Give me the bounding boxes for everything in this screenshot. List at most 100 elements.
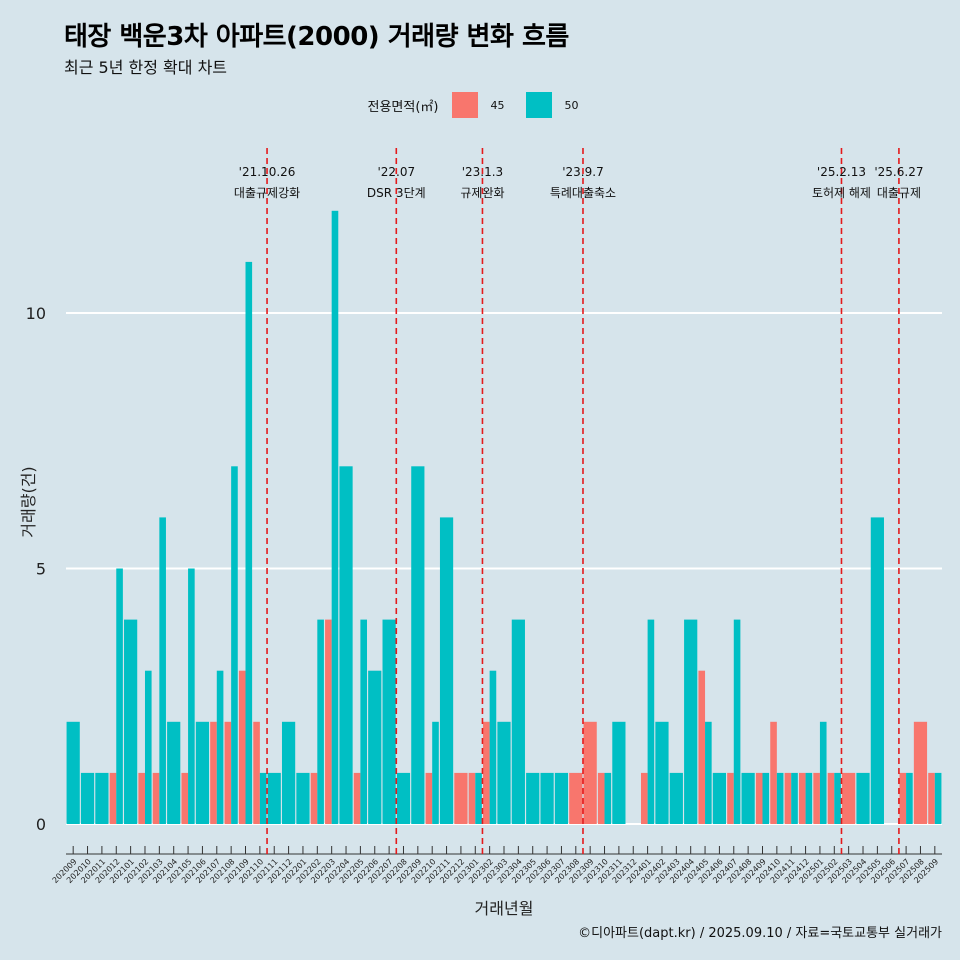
bar-50 xyxy=(124,619,138,824)
bar-50 xyxy=(741,772,755,824)
bar-45 xyxy=(755,772,763,824)
bar-45 xyxy=(813,772,820,824)
bar-50 xyxy=(245,261,253,824)
y-tick-label: 0 xyxy=(36,815,46,834)
bar-50 xyxy=(856,772,870,824)
bar-50 xyxy=(906,772,913,824)
event-label: 특례대출축소 xyxy=(550,186,616,200)
bar-50 xyxy=(296,772,310,824)
bar-50 xyxy=(331,210,339,825)
bar-50 xyxy=(554,772,569,824)
bar-45 xyxy=(253,721,260,824)
bar-45 xyxy=(569,772,583,824)
bar-45 xyxy=(698,670,706,824)
bar-50 xyxy=(762,772,770,824)
bar-50 xyxy=(159,517,166,824)
bar-50 xyxy=(144,670,152,824)
bar-50 xyxy=(267,772,281,824)
bar-45 xyxy=(770,721,777,824)
bar-45 xyxy=(310,772,318,824)
legend-label-45: 45 xyxy=(490,98,505,112)
bar-50 xyxy=(612,721,626,824)
bar-45 xyxy=(913,721,928,824)
bar-50 xyxy=(317,619,324,824)
bar-50 xyxy=(259,772,267,824)
event-date: '22.07 xyxy=(377,165,415,179)
bar-50 xyxy=(80,772,95,824)
event-date: '21.10.26 xyxy=(239,165,296,179)
bar-50 xyxy=(116,568,123,824)
bar-50 xyxy=(705,721,712,824)
event-date: '23.9.7 xyxy=(562,165,603,179)
y-tick-label: 10 xyxy=(26,304,46,323)
event-label: 규제완화 xyxy=(460,186,504,200)
bar-45 xyxy=(784,772,792,824)
bar-50 xyxy=(66,721,80,824)
bar-50 xyxy=(439,517,454,824)
bar-45 xyxy=(210,721,217,824)
bar-45 xyxy=(325,619,332,824)
bar-50 xyxy=(511,619,525,824)
event-date: '25.2.13 xyxy=(817,165,866,179)
bar-50 xyxy=(360,619,367,824)
bar-50 xyxy=(195,721,210,824)
event-label: DSR 3단계 xyxy=(367,186,426,200)
bar-50 xyxy=(834,772,841,824)
bar-45 xyxy=(152,772,160,824)
bar-50 xyxy=(339,466,353,824)
bar-50 xyxy=(216,670,224,824)
chart-title: 태장 백운3차 아파트(2000) 거래량 변화 흐름 xyxy=(64,22,569,52)
chart-subtitle: 최근 5년 한정 확대 차트 xyxy=(64,58,228,77)
bar-50 xyxy=(497,721,511,824)
bar-45 xyxy=(483,721,490,824)
legend-swatch-45 xyxy=(452,92,479,118)
bar-45 xyxy=(181,772,189,824)
bar-50 xyxy=(805,772,813,824)
legend-swatch-50 xyxy=(526,92,553,118)
bar-45 xyxy=(827,772,835,824)
bar-50 xyxy=(95,772,109,824)
bar-45 xyxy=(224,721,232,824)
bar-45 xyxy=(353,772,361,824)
legend: 전용면적(㎡) 45 50 xyxy=(0,92,960,118)
source-credit: ©디아파트(dapt.kr) / 2025.09.10 / 자료=국토교통부 실… xyxy=(578,926,942,941)
bar-45 xyxy=(727,772,734,824)
bar-50 xyxy=(188,568,195,824)
bar-50 xyxy=(712,772,727,824)
bar-45 xyxy=(928,772,935,824)
event-label: 대출규제강화 xyxy=(234,186,300,200)
bar-50 xyxy=(231,466,238,824)
bar-45 xyxy=(109,772,117,824)
x-axis-title: 거래년월 xyxy=(475,899,534,918)
bar-50 xyxy=(411,466,425,824)
bar-50 xyxy=(368,670,382,824)
y-tick-label: 5 xyxy=(36,560,46,579)
bar-50 xyxy=(396,772,411,824)
bar-50 xyxy=(604,772,612,824)
bar-50 xyxy=(382,619,396,824)
bar-50 xyxy=(669,772,683,824)
legend-title: 전용면적(㎡) xyxy=(367,99,439,115)
bar-50 xyxy=(684,619,698,824)
bar-50 xyxy=(934,772,942,824)
bar-50 xyxy=(475,772,482,824)
bar-50 xyxy=(733,619,741,824)
y-axis-title: 거래량(건) xyxy=(19,466,38,537)
bar-50 xyxy=(819,721,827,824)
event-date: '23.1.3 xyxy=(462,165,503,179)
bar-45 xyxy=(138,772,145,824)
bar-50 xyxy=(791,772,798,824)
bar-50 xyxy=(489,670,497,824)
bar-50 xyxy=(167,721,181,824)
bar-50 xyxy=(432,721,439,824)
bar-50 xyxy=(540,772,554,824)
bar-45 xyxy=(842,772,856,824)
bar-45 xyxy=(798,772,806,824)
event-label: 토허제 해제 xyxy=(812,186,871,200)
bar-45 xyxy=(583,721,597,824)
bar-45 xyxy=(597,772,605,824)
bar-50 xyxy=(281,721,296,824)
bar-45 xyxy=(454,772,468,824)
legend-label-50: 50 xyxy=(564,98,579,112)
